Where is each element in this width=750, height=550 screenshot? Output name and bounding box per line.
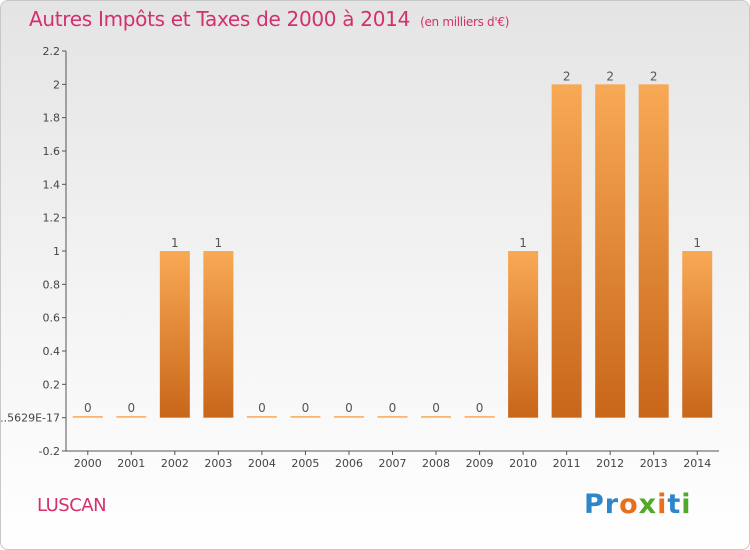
y-tick-label: 0.4 [43,345,61,358]
data-label: 0 [84,401,92,415]
data-label: 0 [389,401,397,415]
bar [246,416,277,418]
y-tick-label: 0.8 [43,278,61,291]
x-tick-label: 2007 [379,457,407,470]
data-label: 1 [215,236,223,250]
x-tick-label: 2009 [466,457,494,470]
bar [551,84,582,418]
bar [290,416,321,418]
data-label: 1 [519,236,527,250]
data-label: 2 [563,69,571,83]
bar [682,251,713,418]
data-label: 0 [476,401,484,415]
bar [638,84,669,418]
bar [595,84,626,418]
chart-title-unit: (en milliers d'€) [420,15,510,29]
x-tick-label: 2014 [683,457,711,470]
bar [203,251,234,418]
x-tick-label: 2004 [248,457,276,470]
data-label: 0 [432,401,440,415]
bar [72,416,103,418]
y-tick-label: 2 [53,78,60,91]
y-tick-label: -0.2 [39,445,60,458]
x-tick-label: 2002 [161,457,189,470]
x-tick-label: 2006 [335,457,363,470]
bar [464,416,495,418]
y-tick-label: -1.5629E-17 [1,412,60,425]
y-tick-label: 1.4 [43,178,61,191]
bar [333,416,364,418]
x-tick-label: 2001 [117,457,145,470]
x-tick-label: 2005 [291,457,319,470]
y-tick-label: 2.2 [43,45,61,58]
y-tick-label: 1.2 [43,212,61,225]
commune-name: LUSCAN [37,495,107,516]
x-tick-label: 2000 [74,457,102,470]
proxiti-logo[interactable]: Proxiti [584,489,692,520]
x-tick-label: 2012 [596,457,624,470]
x-tick-label: 2011 [553,457,581,470]
x-tick-label: 2010 [509,457,537,470]
x-tick-label: 2003 [204,457,232,470]
y-tick-label: 1 [53,245,60,258]
y-tick-label: 0.6 [43,312,61,325]
data-label: 1 [693,236,701,250]
data-label: 2 [650,69,658,83]
bar [421,416,452,418]
x-tick-label: 2008 [422,457,450,470]
bar [377,416,408,418]
chart-title: Autres Impôts et Taxes de 2000 à 2014 (e… [29,7,509,31]
bar [508,251,539,418]
bar [159,251,190,418]
y-tick-label: 1.6 [43,145,61,158]
data-label: 1 [171,236,179,250]
y-tick-label: 0.2 [43,378,61,391]
data-label: 0 [302,401,310,415]
data-label: 0 [127,401,135,415]
data-label: 2 [606,69,614,83]
data-label: 0 [258,401,266,415]
chart-title-main: Autres Impôts et Taxes de 2000 à 2014 [29,7,410,31]
y-tick-label: 1.8 [43,112,61,125]
data-label: 0 [345,401,353,415]
x-tick-label: 2013 [640,457,668,470]
bar [116,416,147,418]
